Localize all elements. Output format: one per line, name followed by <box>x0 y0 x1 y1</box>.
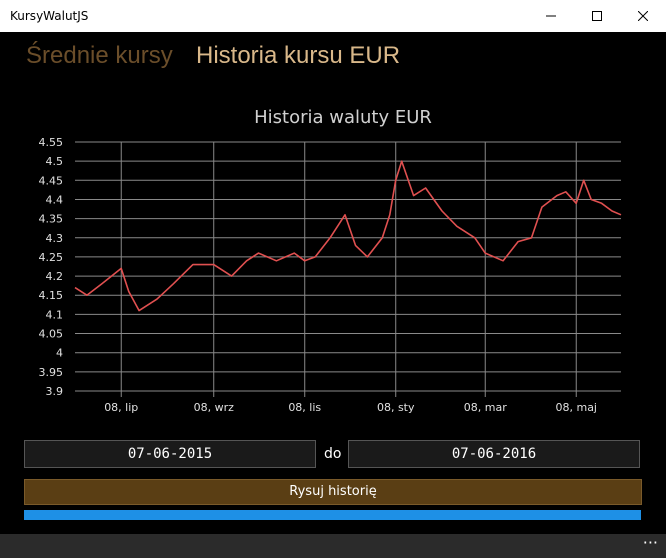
y-tick-label: 4.05 <box>39 328 64 341</box>
history-chart: 4.55 4.5 4.45 4.4 4.35 4.3 4.25 4.2 4.15 4.1 4.05 4… <box>39 136 622 414</box>
x-tick-label: 08, mar <box>464 401 507 414</box>
date-range-separator: do <box>324 446 342 462</box>
y-tick-label: 4.45 <box>39 174 64 187</box>
tab-historia-kursu[interactable]: Historia kursu EUR <box>196 42 401 69</box>
close-button[interactable] <box>620 0 666 32</box>
date-from-input[interactable]: 07-06-2015 <box>24 440 316 468</box>
draw-history-button[interactable]: Rysuj historię <box>24 479 642 505</box>
chart-grid <box>75 141 621 397</box>
x-tick-label: 08, maj <box>555 401 597 414</box>
y-tick-label: 4.55 <box>39 136 64 149</box>
y-tick-label: 3.95 <box>39 366 64 379</box>
y-tick-label: 4.1 <box>46 308 64 321</box>
maximize-icon <box>592 11 602 21</box>
x-tick-label: 08, lis <box>288 401 321 414</box>
y-tick-label: 4.2 <box>46 270 64 283</box>
y-axis-labels: 4.55 4.5 4.45 4.4 4.35 4.3 4.25 4.2 4.15 4.1 4.05 4… <box>39 136 64 398</box>
y-tick-label: 4.15 <box>39 289 64 302</box>
y-tick-label: 4.4 <box>46 193 64 206</box>
y-tick-label: 4.5 <box>46 155 64 168</box>
minimize-button[interactable] <box>528 0 574 32</box>
tab-srednie-kursy[interactable]: Średnie kursy <box>26 42 173 69</box>
progress-fill <box>24 510 641 520</box>
series-line <box>74 160 622 312</box>
x-tick-label: 08, sty <box>377 401 415 414</box>
chart-series <box>74 160 622 312</box>
y-tick-label: 3.9 <box>46 385 64 398</box>
close-icon <box>638 11 648 21</box>
y-tick-label: 4.3 <box>46 232 64 245</box>
y-tick-label: 4 <box>56 347 63 360</box>
chart-title: Historia waluty EUR <box>254 107 432 128</box>
progress-bar <box>24 510 641 520</box>
maximize-button[interactable] <box>574 0 620 32</box>
x-tick-label: 08, wrz <box>194 401 235 414</box>
y-tick-label: 4.25 <box>39 251 64 264</box>
more-options-icon[interactable]: ··· <box>642 533 658 552</box>
x-tick-label: 08, lip <box>104 401 138 414</box>
y-tick-label: 4.35 <box>39 213 64 226</box>
app-bar: ··· <box>0 534 666 558</box>
date-to-input[interactable]: 07-06-2016 <box>348 440 640 468</box>
window-title: KursyWalutJS <box>10 9 89 23</box>
x-axis-labels: 08, lip 08, wrz 08, lis 08, sty 08, mar 08, m… <box>104 401 597 414</box>
minimize-icon <box>546 15 556 17</box>
title-bar: KursyWalutJS <box>0 0 666 32</box>
